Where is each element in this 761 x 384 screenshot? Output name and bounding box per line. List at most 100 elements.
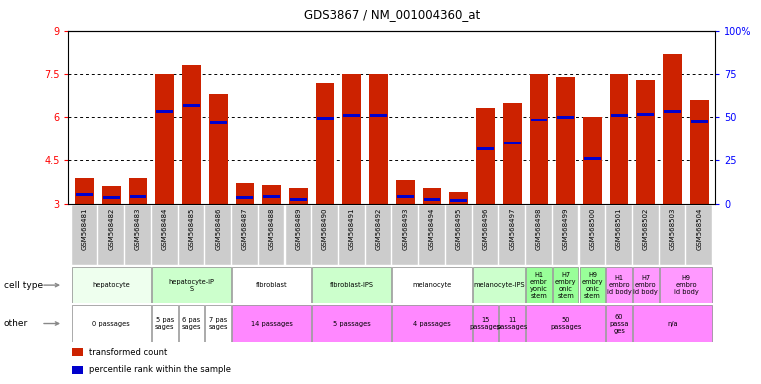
- Text: 15
passages: 15 passages: [470, 317, 501, 330]
- Bar: [396, 195, 414, 198]
- Bar: [232, 305, 311, 342]
- Bar: [182, 65, 201, 204]
- Bar: [339, 205, 365, 265]
- Text: GSM568500: GSM568500: [589, 208, 595, 250]
- Text: GSM568492: GSM568492: [375, 208, 381, 250]
- Bar: [530, 119, 547, 121]
- Text: GSM568503: GSM568503: [670, 208, 676, 250]
- Bar: [259, 205, 285, 265]
- Text: 50
passages: 50 passages: [550, 317, 581, 330]
- Bar: [72, 305, 151, 342]
- Bar: [317, 117, 333, 120]
- Text: GSM568497: GSM568497: [509, 208, 515, 250]
- Bar: [473, 205, 498, 265]
- Bar: [183, 104, 200, 107]
- Bar: [660, 205, 686, 265]
- Bar: [450, 192, 468, 204]
- Bar: [263, 195, 280, 198]
- Bar: [477, 147, 494, 150]
- Bar: [76, 194, 93, 196]
- Text: 4 passages: 4 passages: [413, 321, 451, 326]
- Bar: [526, 205, 552, 265]
- Bar: [393, 305, 472, 342]
- Bar: [607, 267, 632, 303]
- Text: 5 passages: 5 passages: [333, 321, 371, 326]
- Bar: [125, 205, 151, 265]
- Bar: [499, 305, 525, 342]
- Bar: [72, 205, 97, 265]
- Bar: [312, 305, 391, 342]
- Bar: [530, 74, 548, 204]
- Bar: [210, 121, 227, 124]
- Bar: [526, 267, 552, 303]
- Bar: [419, 205, 445, 265]
- Bar: [607, 305, 632, 342]
- Bar: [476, 109, 495, 204]
- Bar: [526, 305, 605, 342]
- Text: other: other: [4, 319, 28, 328]
- Bar: [179, 205, 204, 265]
- Bar: [129, 177, 148, 204]
- Bar: [342, 74, 361, 204]
- Text: GSM568501: GSM568501: [616, 208, 622, 250]
- Bar: [343, 114, 360, 117]
- Bar: [552, 267, 578, 303]
- Bar: [504, 142, 521, 144]
- Text: GSM568483: GSM568483: [135, 208, 141, 250]
- Text: GSM568488: GSM568488: [269, 208, 275, 250]
- Bar: [103, 196, 119, 199]
- Text: GSM568499: GSM568499: [562, 208, 568, 250]
- Bar: [499, 205, 525, 265]
- Bar: [237, 196, 253, 199]
- Bar: [473, 267, 525, 303]
- Bar: [664, 54, 682, 204]
- Bar: [179, 305, 204, 342]
- Bar: [503, 103, 521, 204]
- Bar: [263, 185, 281, 204]
- Bar: [633, 305, 712, 342]
- Text: 0 passages: 0 passages: [92, 321, 130, 326]
- Bar: [583, 117, 602, 204]
- Text: hepatocyte: hepatocyte: [92, 282, 130, 288]
- Text: GSM568504: GSM568504: [696, 208, 702, 250]
- Bar: [285, 205, 311, 265]
- Text: H7
embro
id body: H7 embro id body: [633, 275, 658, 295]
- Bar: [205, 305, 231, 342]
- Bar: [556, 77, 575, 204]
- Bar: [370, 114, 387, 117]
- Bar: [366, 205, 391, 265]
- Text: 14 passages: 14 passages: [250, 321, 292, 326]
- Bar: [312, 267, 391, 303]
- Bar: [633, 205, 659, 265]
- Bar: [580, 205, 605, 265]
- Text: GSM568496: GSM568496: [482, 208, 489, 250]
- Text: H9
embro
id body: H9 embro id body: [673, 275, 699, 295]
- Text: H7
embry
onic
stem: H7 embry onic stem: [555, 271, 576, 299]
- Text: H1
embr
yonic
stem: H1 embr yonic stem: [530, 271, 548, 299]
- Bar: [393, 205, 418, 265]
- Text: 7 pas
sages: 7 pas sages: [209, 317, 228, 330]
- Text: 6 pas
sages: 6 pas sages: [182, 317, 201, 330]
- Bar: [102, 186, 120, 204]
- Bar: [72, 267, 151, 303]
- Text: melanocyte-IPS: melanocyte-IPS: [473, 282, 524, 288]
- Bar: [473, 305, 498, 342]
- Text: percentile rank within the sample: percentile rank within the sample: [89, 366, 231, 374]
- Bar: [72, 366, 84, 374]
- Bar: [557, 116, 574, 119]
- Text: transformed count: transformed count: [89, 348, 167, 357]
- Text: cell type: cell type: [4, 281, 43, 290]
- Bar: [691, 120, 708, 123]
- Bar: [316, 83, 334, 204]
- Bar: [633, 267, 659, 303]
- Bar: [636, 80, 655, 204]
- Bar: [155, 74, 174, 204]
- Bar: [236, 184, 254, 204]
- Text: fibroblast: fibroblast: [256, 282, 288, 288]
- Bar: [422, 188, 441, 204]
- Text: GSM568491: GSM568491: [349, 208, 355, 250]
- Bar: [156, 110, 174, 113]
- Bar: [610, 114, 628, 117]
- Text: GSM568485: GSM568485: [189, 208, 195, 250]
- Bar: [152, 305, 177, 342]
